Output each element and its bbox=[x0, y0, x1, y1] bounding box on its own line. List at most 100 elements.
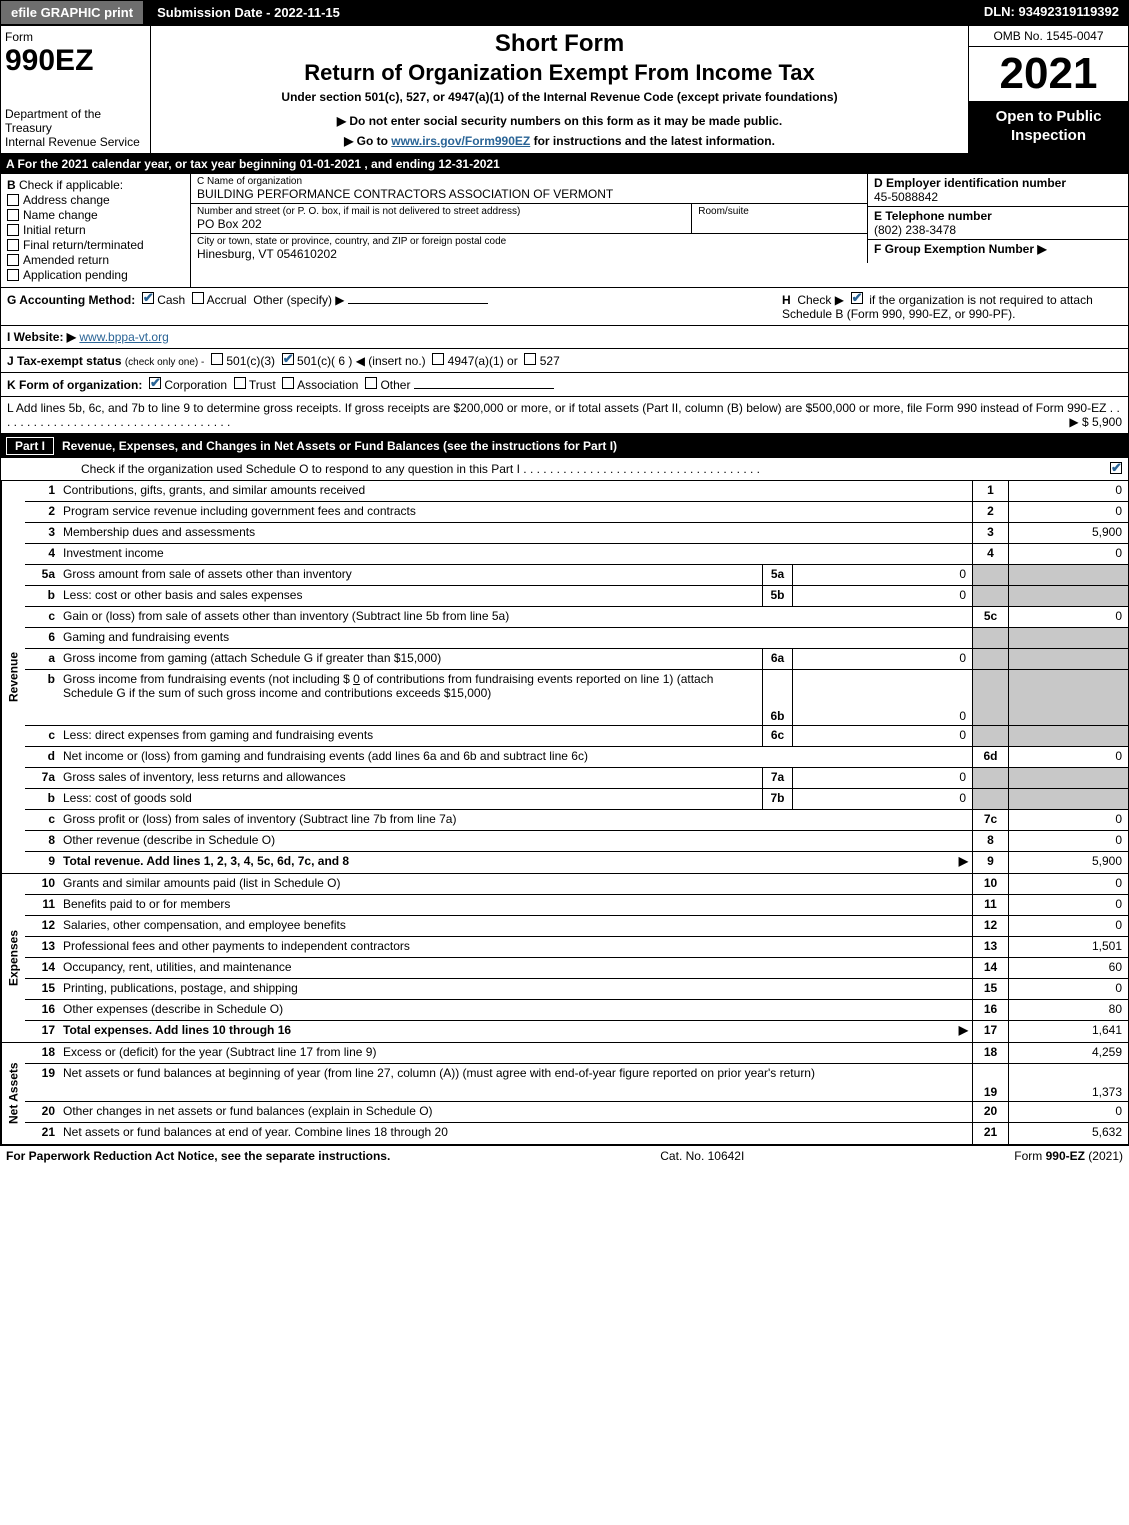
d19: Net assets or fund balances at beginning… bbox=[59, 1064, 972, 1101]
d16: Other expenses (describe in Schedule O) bbox=[59, 1000, 972, 1020]
form-header: Form 990EZ Department of the Treasury In… bbox=[0, 25, 1129, 154]
part1-label: Part I bbox=[6, 437, 54, 455]
efile-print-button[interactable]: efile GRAPHIC print bbox=[0, 0, 144, 25]
j-label: J Tax-exempt status bbox=[7, 354, 122, 368]
on7c: 7c bbox=[972, 810, 1008, 830]
expenses-rows: 10Grants and similar amounts paid (list … bbox=[25, 874, 1128, 1042]
on5b-s bbox=[972, 586, 1008, 606]
h-label: H bbox=[782, 293, 791, 307]
chk-name-change[interactable] bbox=[7, 209, 19, 221]
part1-title: Revenue, Expenses, and Changes in Net As… bbox=[62, 439, 617, 453]
chk-accrual[interactable] bbox=[192, 292, 204, 304]
ov19: 1,373 bbox=[1008, 1064, 1128, 1101]
d10: Grants and similar amounts paid (list in… bbox=[59, 874, 972, 894]
revenue-side-label: Revenue bbox=[1, 481, 25, 873]
k-assoc: Association bbox=[297, 378, 358, 392]
chk-501c3[interactable] bbox=[211, 353, 223, 365]
chk-application-pending[interactable] bbox=[7, 269, 19, 281]
chk-other-org[interactable] bbox=[365, 377, 377, 389]
ov5b-s bbox=[1008, 586, 1128, 606]
iv5a: 0 bbox=[792, 565, 972, 585]
d7a: Gross sales of inventory, less returns a… bbox=[59, 768, 762, 788]
n8: 8 bbox=[25, 831, 59, 851]
d5b: Less: cost or other basis and sales expe… bbox=[59, 586, 762, 606]
chk-527[interactable] bbox=[524, 353, 536, 365]
n5b: b bbox=[25, 586, 59, 606]
on3: 3 bbox=[972, 523, 1008, 543]
d1: Contributions, gifts, grants, and simila… bbox=[59, 481, 972, 501]
l-row: L Add lines 5b, 6c, and 7b to line 9 to … bbox=[0, 397, 1129, 434]
omb-number: OMB No. 1545-0047 bbox=[969, 26, 1128, 47]
n6b: b bbox=[25, 670, 59, 725]
chk-h[interactable] bbox=[851, 292, 863, 304]
chk-assoc[interactable] bbox=[282, 377, 294, 389]
ov20: 0 bbox=[1008, 1102, 1128, 1122]
chk-address-change[interactable] bbox=[7, 194, 19, 206]
opt-amended-return: Amended return bbox=[23, 253, 109, 267]
d18: Excess or (deficit) for the year (Subtra… bbox=[59, 1043, 972, 1063]
on1: 1 bbox=[972, 481, 1008, 501]
chk-cash[interactable] bbox=[142, 292, 154, 304]
d6c: Less: direct expenses from gaming and fu… bbox=[59, 726, 762, 746]
part1-check-text: Check if the organization used Schedule … bbox=[81, 462, 520, 476]
irs-link[interactable]: www.irs.gov/Form990EZ bbox=[391, 134, 530, 148]
chk-initial-return[interactable] bbox=[7, 224, 19, 236]
revenue-rows: 1Contributions, gifts, grants, and simil… bbox=[25, 481, 1128, 873]
c-room-cell: Room/suite bbox=[692, 204, 868, 234]
n18: 18 bbox=[25, 1043, 59, 1063]
n6: 6 bbox=[25, 628, 59, 648]
b-label: B bbox=[7, 178, 16, 192]
chk-501c[interactable] bbox=[282, 353, 294, 365]
iv7a: 0 bbox=[792, 768, 972, 788]
org-street: PO Box 202 bbox=[197, 217, 685, 231]
g-other-input[interactable] bbox=[348, 303, 488, 304]
chk-trust[interactable] bbox=[234, 377, 246, 389]
ein: 45-5088842 bbox=[874, 190, 1122, 204]
in7b: 7b bbox=[762, 789, 792, 809]
iv5b: 0 bbox=[792, 586, 972, 606]
n14: 14 bbox=[25, 958, 59, 978]
chk-4947[interactable] bbox=[432, 353, 444, 365]
footer-left: For Paperwork Reduction Act Notice, see … bbox=[6, 1149, 390, 1163]
j-o3: 4947(a)(1) or bbox=[448, 354, 518, 368]
d6: Gaming and fundraising events bbox=[59, 628, 972, 648]
iv6b: 0 bbox=[792, 670, 972, 725]
e-cell: E Telephone number (802) 238-3478 bbox=[868, 207, 1128, 240]
footer-right-bold: 990-EZ bbox=[1046, 1149, 1085, 1163]
chk-corp[interactable] bbox=[149, 377, 161, 389]
n12: 12 bbox=[25, 916, 59, 936]
chk-amended-return[interactable] bbox=[7, 254, 19, 266]
org-name: BUILDING PERFORMANCE CONTRACTORS ASSOCIA… bbox=[197, 187, 861, 201]
netassets-rows: 18Excess or (deficit) for the year (Subt… bbox=[25, 1043, 1128, 1144]
opt-application-pending: Application pending bbox=[23, 268, 128, 282]
c-city-label: City or town, state or province, country… bbox=[197, 236, 861, 247]
header-mid: Short Form Return of Organization Exempt… bbox=[151, 26, 968, 153]
n6c: c bbox=[25, 726, 59, 746]
n7a: 7a bbox=[25, 768, 59, 788]
header-left: Form 990EZ Department of the Treasury In… bbox=[1, 26, 151, 153]
n13: 13 bbox=[25, 937, 59, 957]
goto-line: ▶ Go to www.irs.gov/Form990EZ for instru… bbox=[161, 134, 958, 148]
n7c: c bbox=[25, 810, 59, 830]
top-bar: efile GRAPHIC print Submission Date - 20… bbox=[0, 0, 1129, 25]
g-cash: Cash bbox=[157, 293, 185, 307]
on6a-s bbox=[972, 649, 1008, 669]
on8: 8 bbox=[972, 831, 1008, 851]
gh-row: G Accounting Method: Cash Accrual Other … bbox=[0, 288, 1129, 326]
iv6a: 0 bbox=[792, 649, 972, 669]
n11: 11 bbox=[25, 895, 59, 915]
ov6-s bbox=[1008, 628, 1128, 648]
ov10: 0 bbox=[1008, 874, 1128, 894]
col-c: C Name of organization BUILDING PERFORMA… bbox=[191, 174, 868, 287]
on13: 13 bbox=[972, 937, 1008, 957]
chk-final-return[interactable] bbox=[7, 239, 19, 251]
chk-schedO[interactable] bbox=[1110, 462, 1122, 474]
website-link[interactable]: www.bppa-vt.org bbox=[79, 330, 168, 344]
k-other-input[interactable] bbox=[414, 388, 554, 389]
n10: 10 bbox=[25, 874, 59, 894]
ov7c: 0 bbox=[1008, 810, 1128, 830]
d9: Total revenue. Add lines 1, 2, 3, 4, 5c,… bbox=[59, 852, 972, 873]
c-city-cell: City or town, state or province, country… bbox=[191, 234, 868, 263]
d7c: Gross profit or (loss) from sales of inv… bbox=[59, 810, 972, 830]
col-def: D Employer identification number 45-5088… bbox=[868, 174, 1128, 287]
